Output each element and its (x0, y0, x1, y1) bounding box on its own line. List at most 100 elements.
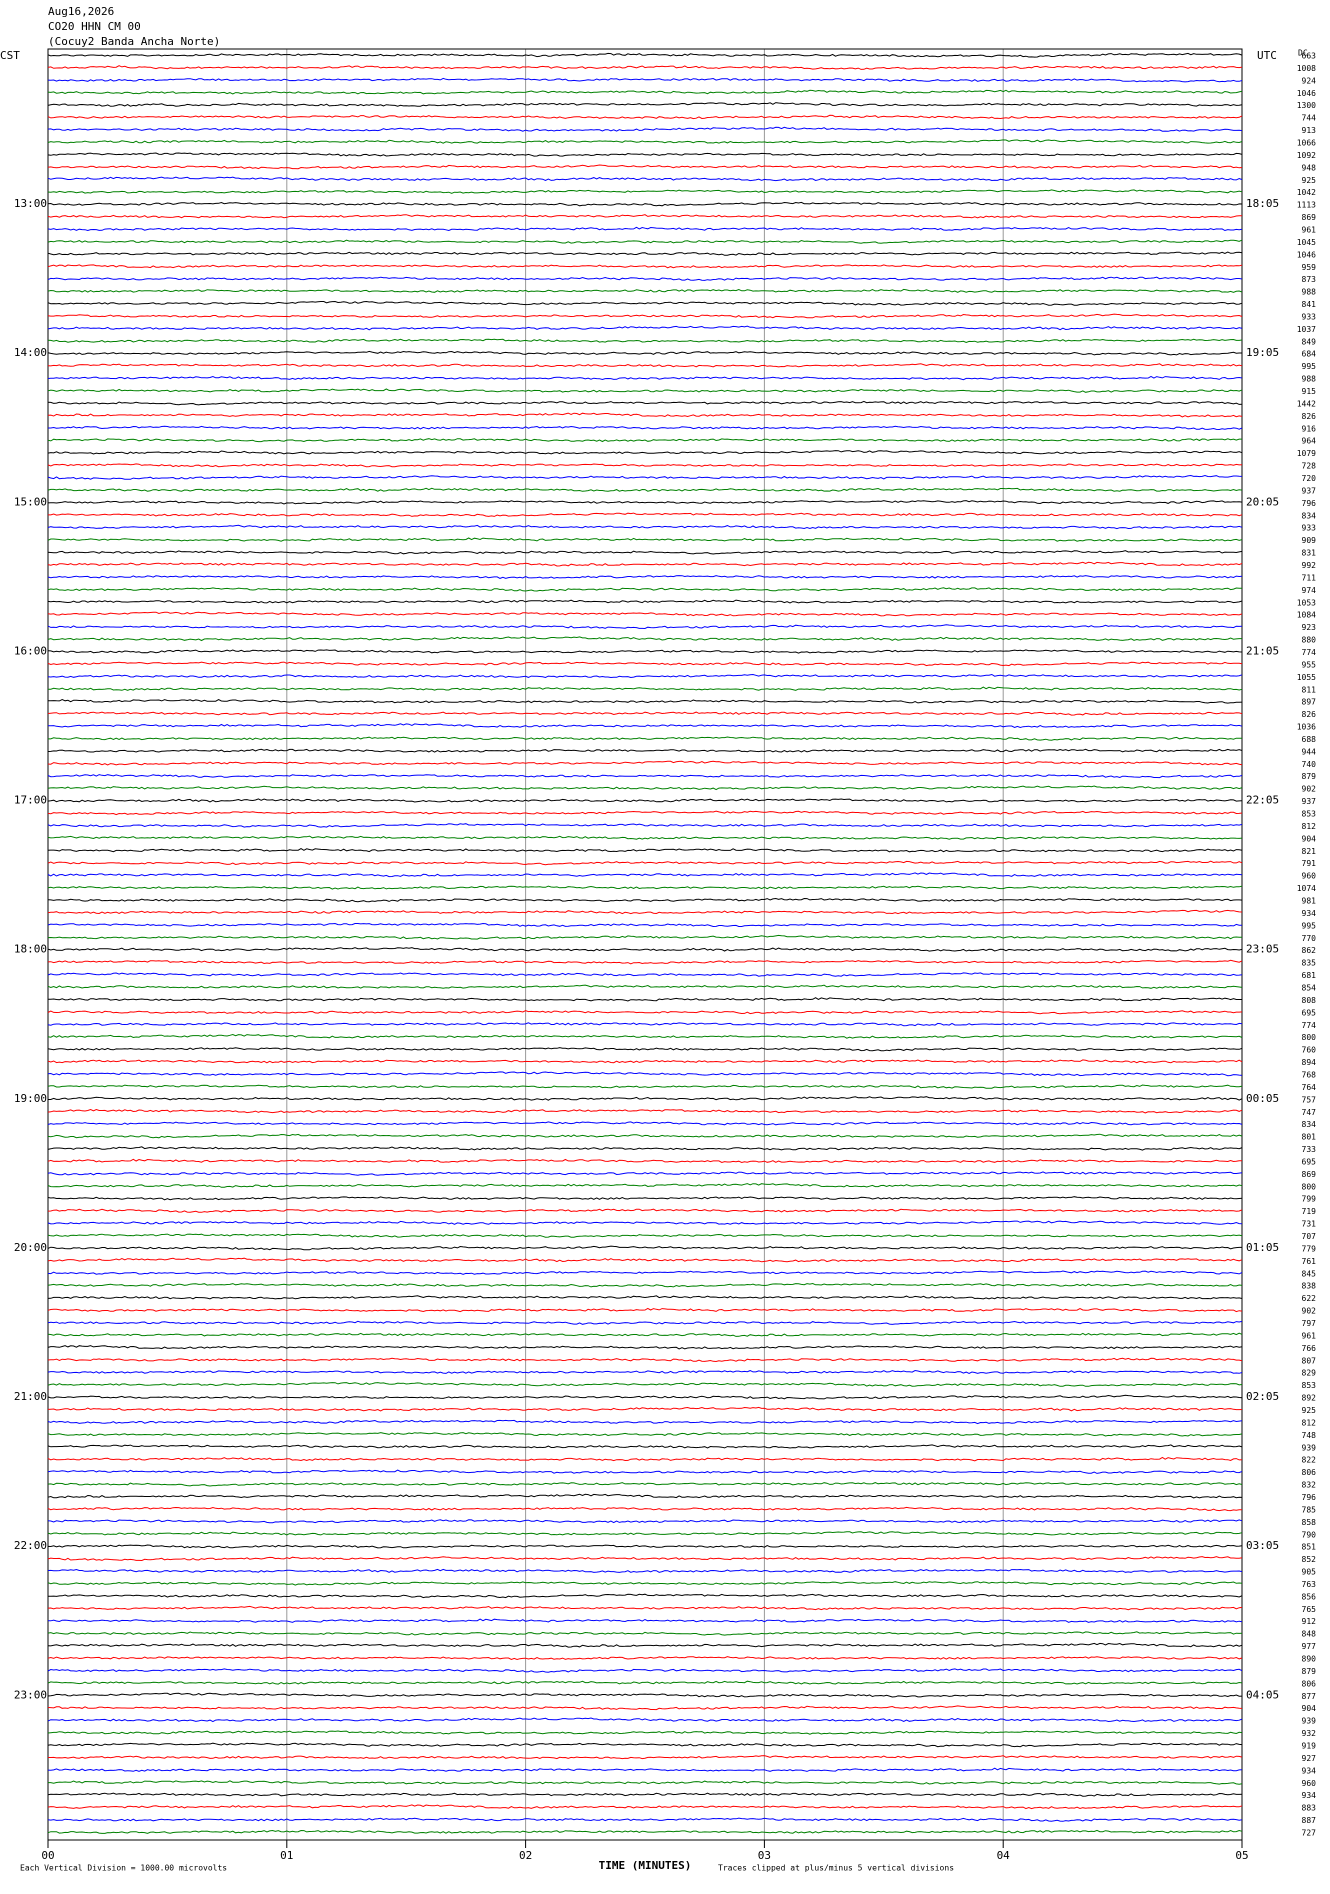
trace (47, 1717, 1243, 1723)
left-hour-label: 23:00 (14, 1688, 47, 1701)
trace (47, 561, 1243, 567)
trace (47, 65, 1243, 70)
trace (47, 450, 1243, 455)
trace (47, 575, 1243, 579)
trace (47, 239, 1243, 244)
trace-offset: 1066 (1297, 138, 1316, 147)
trace (47, 89, 1243, 95)
trace-offset: 974 (1302, 586, 1317, 595)
left-hour-label: 17:00 (14, 794, 47, 807)
trace-offset: 934 (1302, 1791, 1317, 1800)
left-hour-label: 15:00 (14, 495, 47, 508)
trace (47, 934, 1242, 940)
trace (47, 1668, 1243, 1673)
trace (47, 1158, 1242, 1164)
trace-offset: 909 (1302, 536, 1317, 545)
trace-offset: 821 (1302, 847, 1317, 856)
trace (47, 114, 1243, 120)
title-line: CO20 HHN CM 00 (48, 20, 141, 33)
trace-offset: 826 (1302, 710, 1317, 719)
trace-offset: 894 (1302, 1058, 1317, 1067)
footer-right: Traces clipped at plus/minus 5 vertical … (718, 1864, 954, 1873)
trace (47, 624, 1243, 630)
trace (48, 1755, 1243, 1760)
trace (47, 102, 1243, 107)
trace (47, 375, 1243, 381)
trace (47, 872, 1243, 878)
trace-offset: 923 (1302, 623, 1317, 632)
trace (47, 823, 1243, 828)
trace-offset: 800 (1302, 1182, 1317, 1191)
trace (48, 1618, 1243, 1623)
trace (47, 1033, 1243, 1039)
trace-offset: 853 (1302, 810, 1317, 819)
trace-offset: 747 (1302, 1108, 1317, 1117)
trace-offset: 924 (1302, 76, 1317, 85)
trace (48, 1780, 1243, 1785)
trace (47, 897, 1243, 903)
right-axis-label: UTC (1257, 49, 1277, 62)
trace (47, 673, 1243, 679)
left-hour-label: 18:00 (14, 943, 47, 956)
trace-offset: 764 (1302, 1083, 1317, 1092)
trace-offset: 663 (1302, 52, 1317, 61)
trace (47, 325, 1243, 331)
trace (47, 1817, 1243, 1822)
trace-offset: 1113 (1297, 201, 1316, 210)
left-hour-label: 21:00 (14, 1390, 47, 1403)
right-hour-label: 04:05 (1246, 1688, 1279, 1701)
plot-frame (47, 48, 1243, 1841)
trace (47, 152, 1243, 157)
trace-offset: 887 (1302, 1816, 1317, 1825)
trace (47, 1568, 1243, 1573)
trace-offset: 964 (1302, 437, 1317, 446)
trace-offset: 995 (1302, 362, 1317, 371)
trace-offset: 812 (1302, 1418, 1317, 1427)
trace (47, 1357, 1243, 1363)
trace-offset: 925 (1302, 176, 1317, 185)
trace-offset: 711 (1302, 573, 1317, 582)
trace (47, 1320, 1243, 1325)
trace-offset: 961 (1302, 1331, 1317, 1340)
trace (48, 1593, 1243, 1599)
trace (47, 201, 1243, 207)
trace (47, 1233, 1243, 1238)
trace (47, 1705, 1243, 1711)
trace-offset: 845 (1302, 1269, 1317, 1278)
trace (47, 599, 1243, 604)
trace-offset: 877 (1302, 1692, 1317, 1701)
trace-offset: 1045 (1297, 238, 1316, 247)
trace-offset: 961 (1302, 225, 1317, 234)
trace (47, 463, 1243, 468)
trace (47, 1121, 1243, 1126)
trace (47, 686, 1243, 691)
trace (47, 1605, 1243, 1611)
trace (47, 550, 1243, 555)
trace-offset: 892 (1302, 1394, 1317, 1403)
trace-offset: 915 (1302, 387, 1317, 396)
trace-offset: 879 (1302, 1667, 1317, 1676)
trace-offset: 904 (1302, 834, 1317, 843)
trace-offset: 939 (1302, 1443, 1317, 1452)
trace (47, 1519, 1243, 1524)
trace (47, 972, 1243, 977)
trace (47, 1804, 1243, 1810)
trace (47, 587, 1242, 592)
trace-offset: 856 (1302, 1592, 1317, 1601)
x-tick-label: 05 (1235, 1849, 1248, 1862)
trace (47, 1394, 1243, 1400)
trace (47, 1307, 1243, 1313)
trace (47, 1767, 1243, 1772)
trace (47, 313, 1243, 319)
trace (48, 512, 1243, 517)
x-tick-label: 02 (519, 1849, 532, 1862)
trace (47, 1469, 1243, 1474)
trace-offset: 791 (1302, 859, 1317, 868)
trace (47, 52, 1243, 58)
trace-offset: 838 (1302, 1282, 1317, 1291)
trace (47, 1369, 1243, 1374)
trace-offset: 1055 (1297, 673, 1316, 682)
trace-offset: 934 (1302, 909, 1317, 918)
trace (47, 1792, 1243, 1797)
trace (47, 1084, 1243, 1089)
